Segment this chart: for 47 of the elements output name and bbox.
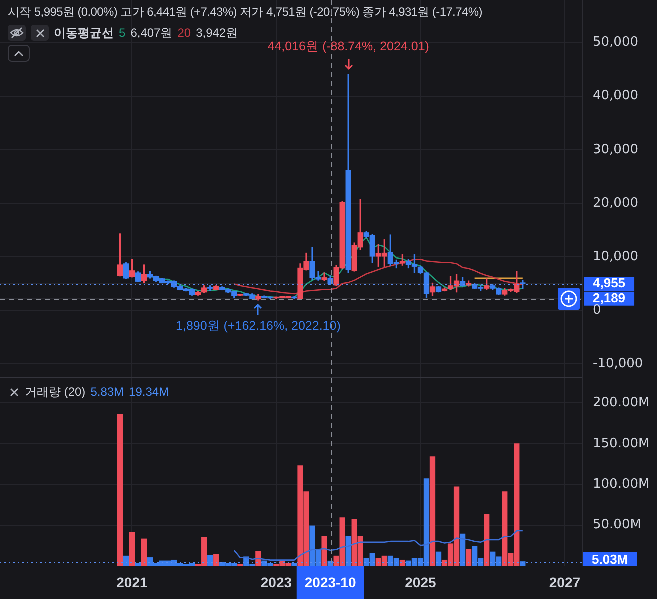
text: 5	[119, 26, 126, 40]
y-tick-label: 150.00M	[593, 436, 650, 452]
bar	[117, 414, 124, 566]
y-tick-label: 40,000	[593, 88, 638, 104]
ref-line-label: 2023-10	[304, 574, 356, 590]
x-tick-label: 2025	[405, 574, 436, 590]
ref-line-label: 5.03M	[583, 552, 638, 567]
bar	[214, 554, 220, 566]
annotation: 1,890원 (+162.16%, 2022.10)	[176, 318, 341, 333]
text: 거래량 (20)	[25, 384, 86, 400]
legend-title: 이동평균선	[54, 24, 114, 42]
annotation: 19.34M	[129, 385, 170, 399]
y-tick-label: 4,955	[593, 276, 626, 291]
y-tick-label: 50.00M	[593, 518, 642, 533]
x-tick-label: 2023	[260, 574, 292, 590]
annotation: 3,942원	[196, 24, 238, 42]
annotation: 44,016원 (-88.74%, 2024.01)	[268, 39, 430, 54]
bar	[400, 560, 406, 566]
y-tick-label: -10,000	[593, 356, 644, 372]
bar	[208, 555, 214, 566]
bar	[346, 536, 352, 566]
bar	[123, 556, 130, 566]
bar	[322, 536, 328, 566]
x-tick-label: 2027	[549, 574, 581, 590]
y-tick-label: 0	[593, 302, 602, 318]
annotation: 5.83M	[90, 385, 124, 399]
x-tick-label: 2021	[116, 574, 148, 590]
bar	[460, 534, 466, 566]
bar	[141, 538, 148, 566]
y-tick-label: 50,000	[593, 35, 638, 50]
bar	[466, 549, 472, 566]
bar	[430, 456, 436, 566]
bar	[436, 552, 442, 566]
bar	[484, 514, 490, 566]
y-tick-label: 2,189	[593, 290, 626, 306]
y-tick-label: 10,000	[593, 249, 638, 264]
bar	[135, 563, 142, 566]
y-tick-label: 30,000	[593, 142, 638, 158]
annotation: 6,407원	[130, 24, 173, 42]
y-tick-label: 200.00M	[593, 396, 650, 411]
y-tick-label: 20,000	[593, 196, 638, 211]
y-tick-label: 100.00M	[593, 476, 650, 492]
text: 20	[178, 26, 192, 40]
bar	[520, 562, 526, 566]
bar	[129, 532, 136, 566]
chart-title: 시작 5,995원 (0.00%) 고가 6,441원 (+7.43%) 저가 4,751원 (-20.75%) 종가 4,931원 (-17.74%)	[8, 4, 482, 20]
bar	[292, 563, 298, 566]
